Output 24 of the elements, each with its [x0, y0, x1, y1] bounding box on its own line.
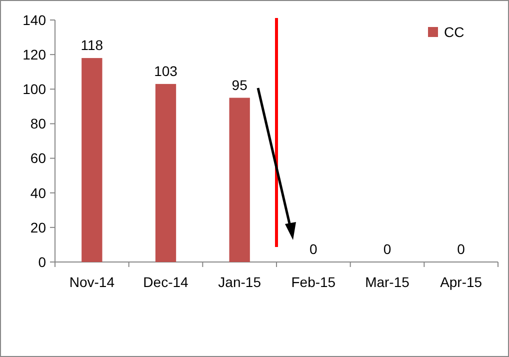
- x-tick-label: Feb-15: [291, 274, 336, 290]
- legend-label: CC: [444, 24, 464, 40]
- data-label: 0: [383, 241, 392, 257]
- bar: [155, 84, 176, 262]
- y-tick-label: 140: [22, 12, 46, 28]
- y-tick-label: 40: [30, 184, 46, 201]
- data-label: 95: [232, 76, 248, 93]
- bar: [82, 58, 102, 262]
- x-tick-label: Jan-15: [218, 274, 262, 290]
- y-tick-label: 120: [22, 46, 46, 62]
- data-label: 118: [80, 37, 104, 54]
- data-label: 0: [457, 241, 466, 257]
- data-label: 103: [154, 62, 178, 79]
- x-tick-label: Mar-15: [365, 274, 410, 290]
- y-tick-label: 0: [38, 254, 46, 270]
- y-tick-label: 100: [22, 81, 46, 98]
- y-tick-label: 60: [30, 150, 46, 166]
- x-tick-label: Nov-14: [69, 274, 115, 290]
- y-tick-label: 20: [30, 219, 46, 236]
- x-tick-label: Apr-15: [440, 274, 482, 290]
- y-tick-label: 80: [30, 116, 46, 132]
- data-label: 0: [310, 241, 318, 257]
- bar: [229, 98, 250, 262]
- x-tick-label: Dec-14: [143, 274, 189, 290]
